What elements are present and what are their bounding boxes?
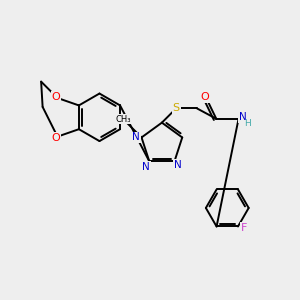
Text: O: O: [52, 92, 60, 101]
Text: N: N: [174, 160, 181, 170]
Text: F: F: [241, 223, 247, 233]
Text: O: O: [52, 133, 60, 143]
Text: N: N: [142, 162, 150, 172]
Text: N: N: [132, 132, 140, 142]
Text: S: S: [172, 103, 180, 113]
Text: H: H: [244, 119, 251, 128]
Text: O: O: [201, 92, 209, 102]
Text: N: N: [239, 112, 247, 122]
Text: CH₃: CH₃: [116, 115, 131, 124]
